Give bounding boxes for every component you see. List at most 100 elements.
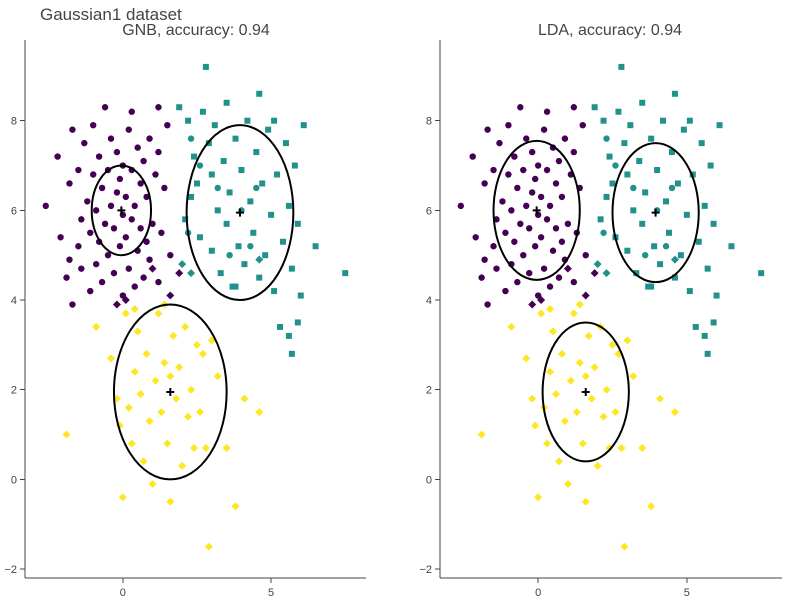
scatter-point [543, 216, 551, 223]
scatter-point [140, 274, 147, 281]
scatter-point [597, 216, 604, 223]
scatter-point [137, 180, 144, 187]
scatter-point [677, 252, 684, 259]
scatter-point [87, 229, 94, 236]
scatter-point [181, 322, 190, 331]
scatter-point [193, 180, 200, 187]
scatter-point [642, 189, 649, 196]
y-tick-label: 8 [11, 116, 17, 128]
scatter-point [602, 385, 611, 394]
scatter-point [143, 193, 150, 201]
scatter-point [606, 153, 613, 160]
scatter-point [110, 269, 118, 277]
scatter-point [140, 157, 147, 165]
scatter-point [90, 121, 97, 129]
scatter-point [146, 135, 153, 142]
scatter-point [692, 323, 699, 330]
x-tick-label: 5 [268, 587, 274, 599]
scatter-point [256, 90, 263, 97]
scatter-point [62, 430, 71, 439]
scatter-point [176, 104, 183, 111]
scatter-point [157, 408, 166, 417]
scatter-point [716, 122, 723, 129]
y-tick-label: 2 [11, 385, 17, 397]
class-mean-marker [117, 206, 126, 215]
scatter-point [570, 148, 578, 156]
scatter-point [670, 408, 679, 417]
scatter-point [469, 153, 476, 160]
scatter-point [291, 162, 298, 169]
covariance-ellipse [185, 124, 295, 302]
scatter-point [116, 175, 124, 183]
scatter-point [600, 117, 607, 124]
scatter-point [605, 443, 614, 452]
scatter-point [671, 90, 678, 97]
scatter-point [175, 363, 184, 372]
scatter-point [172, 394, 181, 403]
panel-title: LDA, accuracy: 0.94 [538, 22, 682, 39]
scatter-point [155, 104, 162, 111]
covariance-ellipse [112, 303, 228, 481]
scatter-point [92, 260, 100, 268]
scatter-point [288, 265, 295, 272]
scatter-point [130, 305, 139, 313]
scatter-point [534, 292, 542, 299]
y-tick-label: 6 [11, 205, 17, 217]
scatter-point [617, 443, 626, 452]
x-tick-label: 0 [120, 587, 126, 599]
scatter-point [125, 126, 132, 133]
scatter-point [163, 439, 172, 448]
scatter-point [241, 261, 248, 268]
scatter-point [609, 180, 616, 187]
scatter-point [546, 283, 554, 290]
scatter-point [546, 305, 555, 313]
scatter-point [247, 198, 254, 205]
scatter-point [624, 171, 631, 178]
scatter-point [624, 247, 631, 254]
scatter-point [127, 439, 136, 448]
y-tick-label: 0 [426, 474, 432, 486]
scatter-point [214, 184, 221, 192]
scatter-point [137, 225, 144, 232]
scatter-point [66, 256, 73, 263]
scatter-point [255, 255, 264, 264]
class-mean-marker [651, 208, 660, 217]
scatter-point [710, 220, 717, 227]
scatter-point [75, 243, 82, 250]
scatter-point [457, 202, 465, 210]
scatter-point [555, 274, 563, 281]
scatter-point [223, 99, 230, 106]
scatter-point [517, 104, 524, 111]
scatter-point [636, 158, 643, 165]
scatter-point [572, 408, 581, 417]
scatter-point [116, 243, 124, 250]
scatter-point [615, 108, 622, 115]
scatter-point [184, 412, 193, 421]
scatter-point [208, 247, 215, 254]
scatter-point [600, 229, 607, 236]
scatter-point [148, 479, 157, 488]
scatter-point [238, 167, 245, 174]
scatter-point [161, 184, 168, 192]
scatter-point [531, 175, 539, 183]
scatter-point [502, 229, 509, 236]
scatter-point [623, 336, 632, 345]
scatter-point [151, 376, 160, 385]
scatter-point [222, 443, 231, 452]
scatter-point [195, 408, 204, 417]
scatter-point [531, 421, 540, 430]
scatter-point [232, 135, 239, 142]
scatter-point [106, 354, 115, 363]
scatter-point [528, 394, 537, 403]
scatter-point [627, 122, 634, 129]
scatter-point [66, 180, 73, 187]
scatter-point [226, 252, 233, 259]
scatter-point [124, 403, 133, 412]
y-tick-label: 4 [426, 295, 432, 307]
scatter-point [590, 269, 599, 278]
scatter-point [98, 278, 106, 286]
scatter-point [240, 394, 249, 403]
scatter-point [478, 274, 485, 281]
scatter-point [255, 408, 264, 417]
